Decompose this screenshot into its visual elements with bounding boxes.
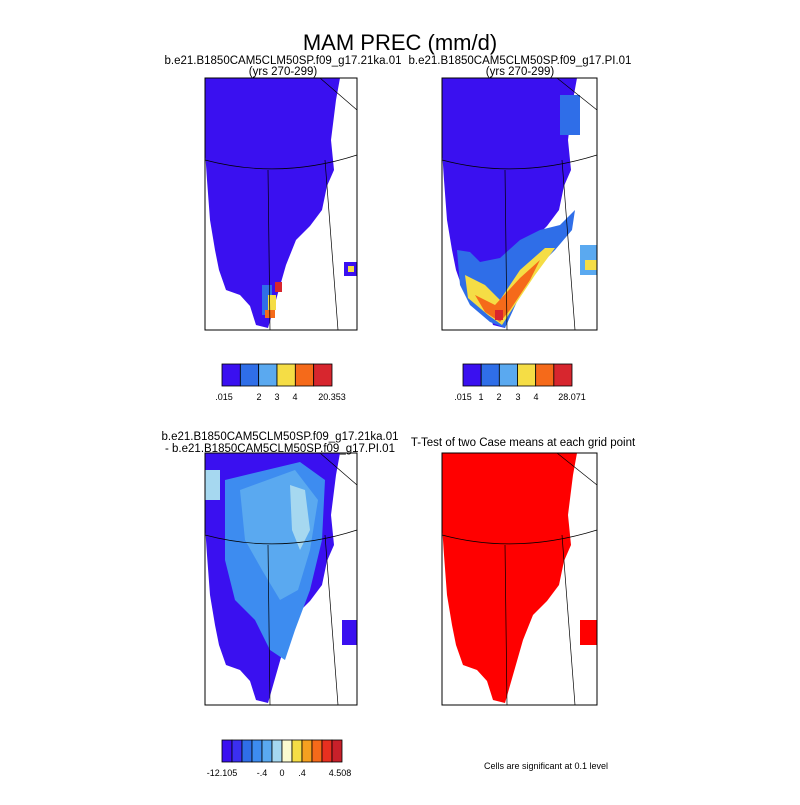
patch	[205, 470, 220, 500]
panel-subtitle: (yrs 270-299)	[486, 66, 555, 78]
map	[441, 77, 598, 331]
colorbar-label: 3	[515, 392, 520, 402]
patch	[475, 260, 540, 322]
colorbar-box	[221, 363, 241, 387]
patch	[580, 620, 597, 645]
colorbar-box	[241, 739, 253, 763]
patch	[560, 95, 580, 135]
colorbar-box	[291, 739, 303, 763]
panel-title: b.e21.B1850CAM5CLM50SP.f09_g17.21ka.01	[165, 55, 402, 67]
patch	[342, 620, 357, 645]
panel-title: T-Test of two Case means at each grid po…	[411, 437, 636, 449]
colorbar-label: .015	[215, 392, 233, 402]
map	[204, 77, 358, 331]
colorbar-box	[480, 363, 500, 387]
colorbar-box	[271, 739, 283, 763]
colorbar-box	[553, 363, 573, 387]
colorbar-box	[251, 739, 263, 763]
colorbar-box	[301, 739, 313, 763]
patch	[585, 260, 597, 270]
map-frame	[441, 452, 598, 706]
colorbar-label: 2	[496, 392, 501, 402]
land	[442, 453, 577, 703]
map	[441, 452, 598, 706]
land	[205, 78, 340, 328]
colorbar-label: 2	[256, 392, 261, 402]
colorbar-label: 4.508	[329, 768, 352, 778]
colorbar	[221, 363, 333, 387]
colorbar-label: 1	[478, 392, 483, 402]
panel-subtitle: (yrs 270-299)	[249, 66, 318, 78]
colorbar-box	[261, 739, 273, 763]
colorbar-box	[535, 363, 555, 387]
graticule	[441, 452, 598, 706]
panel-title: b.e21.B1850CAM5CLM50SP.f09_g17.PI.01	[409, 55, 632, 67]
colorbar-box	[331, 739, 343, 763]
colorbar-label: -12.105	[207, 768, 238, 778]
colorbar	[221, 739, 343, 763]
graticule	[204, 452, 358, 706]
colorbar-label: 28.071	[558, 392, 586, 402]
colorbar-box	[311, 739, 323, 763]
colorbar-box	[462, 363, 482, 387]
colorbar-box	[258, 363, 278, 387]
colorbar-box	[321, 739, 333, 763]
colorbar-label: 3	[274, 392, 279, 402]
graticule	[204, 77, 358, 331]
colorbar	[462, 363, 573, 387]
colorbar-box	[294, 363, 315, 387]
colorbar-box	[239, 363, 260, 387]
colorbar-box	[313, 363, 333, 387]
colorbar-box	[276, 363, 296, 387]
colorbar-box	[281, 739, 293, 763]
patch	[275, 282, 282, 292]
significance-note: Cells are significant at 0.1 level	[484, 761, 608, 771]
figure-title: MAM PREC (mm/d)	[303, 30, 497, 55]
panel-subtitle: - b.e21.B1850CAM5CLM50SP.f09_g17.PI.01	[165, 443, 395, 455]
colorbar-box	[498, 363, 518, 387]
colorbar-label: .4	[298, 768, 306, 778]
colorbar-label: 4	[292, 392, 297, 402]
colorbar-label: 0	[279, 768, 284, 778]
map	[204, 452, 358, 706]
patch	[268, 295, 276, 310]
patch	[262, 285, 272, 315]
panel-title: b.e21.B1850CAM5CLM50SP.f09_g17.21ka.01	[162, 431, 399, 443]
map-frame	[204, 77, 358, 331]
map-frame	[204, 452, 358, 706]
patch	[290, 485, 310, 550]
patch	[442, 453, 472, 478]
colorbar-box	[221, 739, 233, 763]
patch	[348, 266, 354, 272]
map-frame	[441, 77, 598, 331]
colorbar-label: -.4	[257, 768, 268, 778]
colorbar-box	[517, 363, 537, 387]
colorbar-label: 4	[533, 392, 538, 402]
colorbar-label: 20.353	[318, 392, 346, 402]
graticule	[441, 77, 598, 331]
colorbar-box	[231, 739, 243, 763]
patch	[495, 310, 503, 320]
colorbar-label: .015	[454, 392, 472, 402]
